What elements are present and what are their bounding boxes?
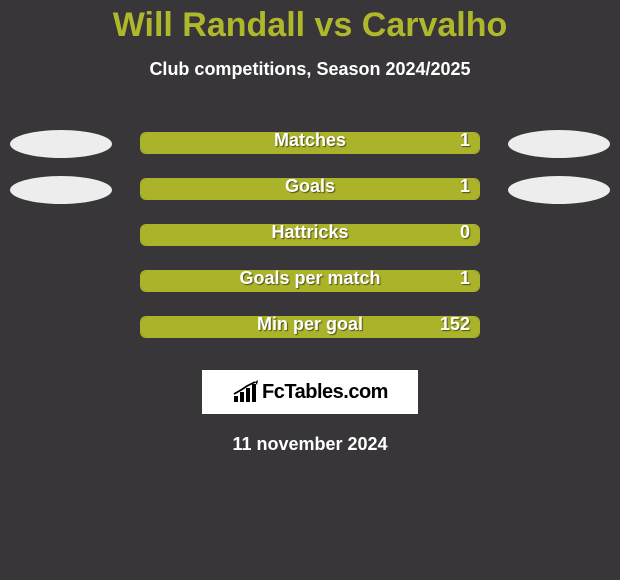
bar-fill — [141, 179, 479, 199]
stat-row: Goals1 — [0, 166, 620, 212]
page-title: Will Randall vs Carvalho — [0, 6, 620, 45]
stat-row: Min per goal152 — [0, 304, 620, 350]
left-marker-ellipse — [10, 130, 112, 158]
bar-fill — [141, 317, 479, 337]
stat-row: Hattricks0 — [0, 212, 620, 258]
logo-box: FcTables.com — [202, 370, 418, 414]
right-marker-ellipse — [508, 130, 610, 158]
logo-text: FcTables.com — [262, 381, 388, 404]
bar-track — [140, 224, 480, 246]
stat-row: Matches1 — [0, 120, 620, 166]
left-marker-ellipse — [10, 176, 112, 204]
right-marker-ellipse — [508, 176, 610, 204]
bar-chart-icon — [232, 380, 258, 404]
fctables-logo: FcTables.com — [232, 380, 388, 404]
bar-track — [140, 178, 480, 200]
bar-fill — [141, 225, 479, 245]
comparison-infographic: Will Randall vs Carvalho Club competitio… — [0, 6, 620, 580]
bar-fill — [141, 271, 479, 291]
stat-row: Goals per match1 — [0, 258, 620, 304]
bar-track — [140, 132, 480, 154]
bar-fill — [141, 133, 479, 153]
stat-rows: Matches1Goals1Hattricks0Goals per match1… — [0, 120, 620, 350]
date-text: 11 november 2024 — [0, 434, 620, 455]
bar-track — [140, 316, 480, 338]
page-subtitle: Club competitions, Season 2024/2025 — [0, 59, 620, 80]
bar-track — [140, 270, 480, 292]
